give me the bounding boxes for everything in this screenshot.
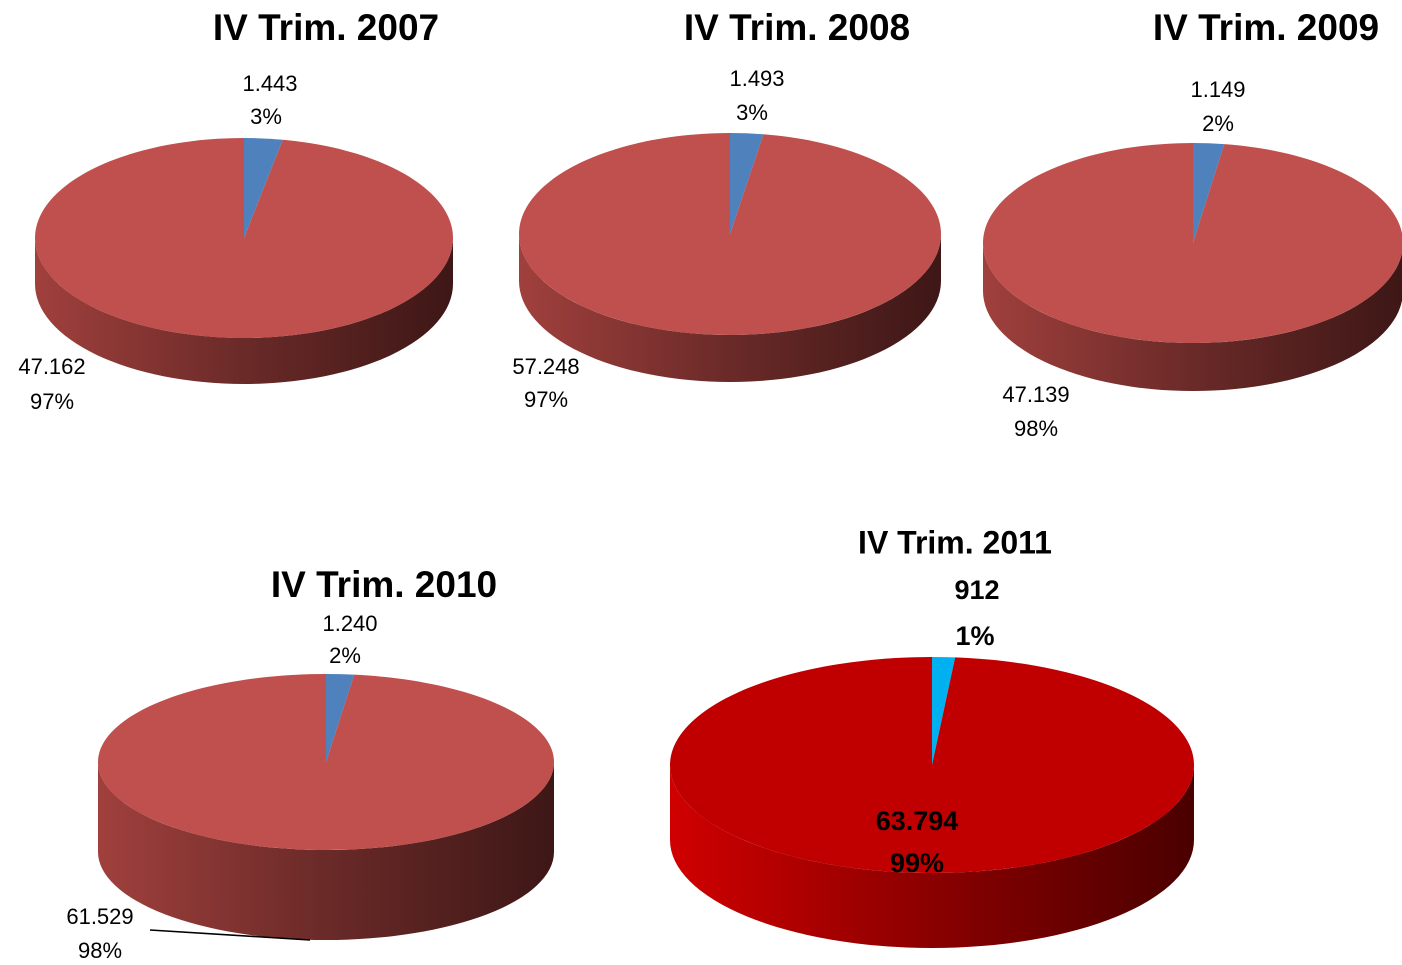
pie-slice xyxy=(326,674,355,762)
percent-label: 98% xyxy=(78,938,122,963)
chart-title: IV Trim. 2011 xyxy=(858,524,1052,560)
value-label: 61.529 xyxy=(66,904,133,929)
pie-slice xyxy=(983,143,1402,343)
pie-slice xyxy=(244,138,283,238)
pie-slice xyxy=(34,138,453,338)
percent-label: 1% xyxy=(955,621,994,651)
pie-side xyxy=(670,765,1194,948)
percent-label: 2% xyxy=(329,643,361,668)
value-label: 63.794 xyxy=(876,806,959,836)
value-label: 912 xyxy=(954,575,999,605)
value-label: 57.248 xyxy=(512,354,579,379)
pie-slice xyxy=(519,133,942,335)
value-label: 1.493 xyxy=(729,66,784,91)
chart-title: IV Trim. 2009 xyxy=(1153,7,1379,48)
percent-label: 2% xyxy=(1202,111,1234,136)
pie-side xyxy=(35,238,453,384)
percent-label: 3% xyxy=(250,104,282,129)
value-label: 47.139 xyxy=(1002,382,1069,407)
pie-side xyxy=(98,762,554,940)
pie-slice xyxy=(932,657,956,765)
pie-slice xyxy=(730,133,764,234)
value-label: 1.240 xyxy=(322,611,377,636)
value-label: 47.162 xyxy=(18,354,85,379)
percent-label: 3% xyxy=(736,100,768,125)
pie-side xyxy=(519,234,941,382)
percent-label: 98% xyxy=(1014,416,1058,441)
chart-title: IV Trim. 2008 xyxy=(684,7,910,48)
chart-title: IV Trim. 2007 xyxy=(213,7,439,48)
chart-title: IV Trim. 2010 xyxy=(271,564,497,605)
percent-label: 97% xyxy=(524,387,568,412)
percent-label: 99% xyxy=(890,848,944,878)
value-label: 1.149 xyxy=(1190,77,1245,102)
pie-slice xyxy=(98,674,555,850)
value-label: 1.443 xyxy=(242,71,297,96)
pie-side xyxy=(983,243,1402,391)
pie-slice xyxy=(670,657,1195,873)
pie-slice xyxy=(1193,143,1225,243)
leader-line xyxy=(149,929,311,941)
percent-label: 97% xyxy=(30,389,74,414)
